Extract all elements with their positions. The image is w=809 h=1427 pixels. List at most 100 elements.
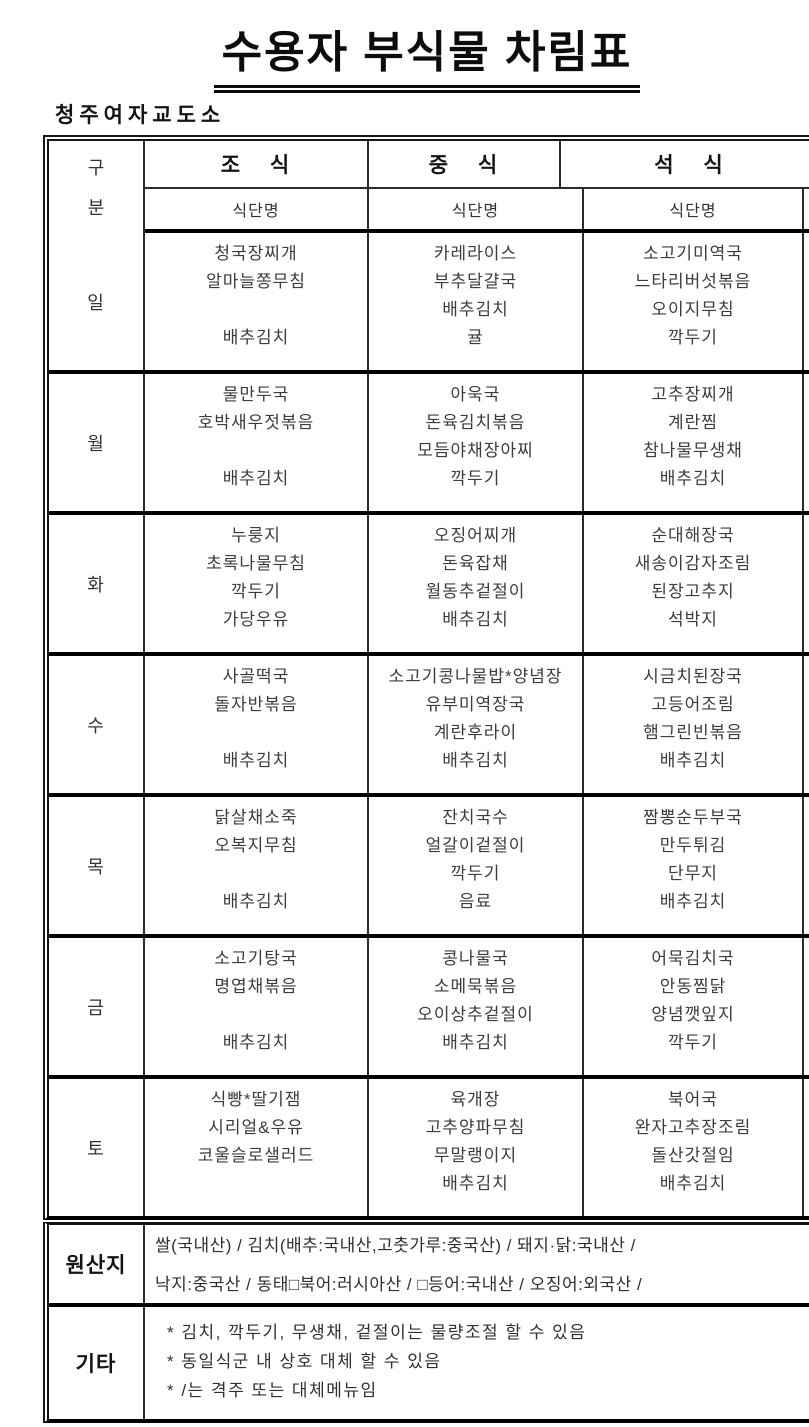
dinner-cell: 순대해장국 새송이감자조림 된장고추지 석박지 bbox=[584, 515, 804, 652]
day-label: 목 bbox=[49, 797, 145, 934]
menu-item: 모듬야채장아찌 bbox=[417, 441, 534, 460]
day-label: 화 bbox=[49, 515, 145, 652]
menu-item: 계란후라이 bbox=[433, 723, 518, 742]
etc-line: * 김치, 깍두기, 무생채, 겉절이는 물량조절 할 수 있음 bbox=[167, 1323, 587, 1342]
lunch-cell: 콩나물국 소메묵볶음 오이상추겉절이 배추김치 bbox=[369, 938, 584, 1075]
menu-item bbox=[145, 860, 367, 888]
etc-label: 기타 bbox=[49, 1307, 145, 1419]
menu-item: 소고기미역국 bbox=[643, 244, 743, 263]
menu-item: 북어국 bbox=[668, 1090, 718, 1109]
menu-item: 배추김치 bbox=[222, 892, 290, 911]
menu-item: 배추김치 bbox=[222, 328, 290, 347]
menu-item: 명엽채볶음 bbox=[214, 977, 298, 996]
menu-item: 고등어조림 bbox=[651, 695, 735, 714]
menu-item: 호박새우젓볶음 bbox=[197, 413, 315, 432]
menu-item: 사골떡국 bbox=[222, 667, 290, 686]
menu-item: 오이상추겉절이 bbox=[417, 1005, 534, 1024]
day-row: 수 사골떡국 돌자반볶음 배추김치 소고기콩나물밥*양념장 유부미역장국 계란후라이 배추… bbox=[49, 656, 809, 797]
menu-item: 월동추겉절이 bbox=[425, 582, 526, 601]
menu-item: 계란찜 bbox=[668, 413, 718, 432]
clipped-cell bbox=[804, 233, 809, 370]
breakfast-cell: 사골떡국 돌자반볶음 배추김치 bbox=[145, 656, 369, 793]
menu-item bbox=[145, 719, 367, 747]
menu-item: 시리얼&우유 bbox=[208, 1118, 304, 1137]
menu-name-header-dinner: 식단명 bbox=[584, 189, 804, 229]
footer-table: 원산지 쌀(국내산) / 김치(배추:국내산,고춧가루:중국산) / 돼지·닭:… bbox=[43, 1222, 809, 1423]
menu-item: 알마늘쫑무침 bbox=[206, 272, 306, 291]
clipped-cell bbox=[804, 515, 809, 652]
lunch-header: 중 식 bbox=[369, 141, 561, 187]
menu-item: 초록나물무침 bbox=[206, 554, 306, 573]
menu-item: 돈육잡채 bbox=[442, 554, 509, 573]
title-wrap: 수용자 부식물 차림표 bbox=[0, 16, 809, 93]
menu-item: 새송이감자조림 bbox=[634, 554, 752, 573]
dinner-cell: 어묵김치국 안동찜닭 양념깻잎지 깍두기 bbox=[584, 938, 804, 1075]
origin-line: 쌀(국내산) / 김치(배추:국내산,고춧가루:중국산) / 돼지·닭:국내산 … bbox=[155, 1236, 636, 1255]
day-label: 수 bbox=[49, 656, 145, 793]
day-row: 목 닭살채소죽 오복지무침 배추김치 잔치국수 얼갈이겉절이 깍두기 음료 짬뽕순두부국 만… bbox=[49, 797, 809, 938]
menu-item: 코울슬로샐러드 bbox=[197, 1146, 315, 1165]
menu-item: 깍두기 bbox=[450, 469, 501, 488]
menu-item: 석박지 bbox=[668, 610, 718, 629]
clipped-header-cell bbox=[804, 189, 809, 229]
menu-item: 고추장찌개 bbox=[651, 385, 735, 404]
menu-item: 카레라이스 bbox=[433, 244, 518, 263]
breakfast-cell: 물만두국 호박새우젓볶음 배추김치 bbox=[145, 374, 369, 511]
menu-item: 깍두기 bbox=[450, 864, 501, 883]
menu-item: 소고기콩나물밥*양념장 bbox=[388, 667, 563, 686]
division-top-label: 구 bbox=[87, 158, 105, 178]
clipped-cell bbox=[804, 656, 809, 793]
menu-item: 배추김치 bbox=[442, 1174, 509, 1193]
page-title: 수용자 부식물 차림표 bbox=[213, 16, 641, 93]
menu-item: 배추김치 bbox=[442, 1033, 509, 1052]
menu-item: 배추김치 bbox=[442, 751, 509, 770]
lunch-cell: 카레라이스 부추달걀국 배추김치 귤 bbox=[369, 233, 584, 370]
menu-item: 단무지 bbox=[668, 864, 718, 883]
origin-content: 쌀(국내산) / 김치(배추:국내산,고춧가루:중국산) / 돼지·닭:국내산 … bbox=[145, 1225, 809, 1303]
menu-item: 배추김치 bbox=[659, 1174, 727, 1193]
menu-item: 돈육김치볶음 bbox=[425, 413, 526, 432]
menu-name-row: 식단명 식단명 식단명 bbox=[145, 189, 809, 233]
menu-item: 완자고추장조림 bbox=[634, 1118, 752, 1137]
menu-item: 만두튀김 bbox=[659, 836, 727, 855]
breakfast-header: 조 식 bbox=[145, 141, 369, 187]
breakfast-cell: 누룽지 초록나물무침 깍두기 가당우유 bbox=[145, 515, 369, 652]
menu-item: 청국장찌개 bbox=[214, 244, 298, 263]
division-bottom-label: 분 bbox=[87, 198, 105, 218]
day-label: 토 bbox=[49, 1079, 145, 1216]
table-header: 구 분 조 식 중 식 석 식 식단명 식단명 식단명 bbox=[49, 141, 809, 233]
day-label: 일 bbox=[49, 233, 145, 370]
lunch-cell: 잔치국수 얼갈이겉절이 깍두기 음료 bbox=[369, 797, 584, 934]
lunch-cell: 소고기콩나물밥*양념장 유부미역장국 계란후라이 배추김치 bbox=[369, 656, 584, 793]
clipped-cell bbox=[804, 797, 809, 934]
menu-item: 느타리버섯볶음 bbox=[634, 272, 752, 291]
menu-item: 무말랭이지 bbox=[433, 1146, 518, 1165]
menu-item: 배추김치 bbox=[442, 610, 509, 629]
menu-item: 짬뽕순두부국 bbox=[643, 808, 743, 827]
etc-row: 기타 * 김치, 깍두기, 무생채, 겉절이는 물량조절 할 수 있음 * 동일식… bbox=[49, 1307, 809, 1419]
dinner-cell: 소고기미역국 느타리버섯볶음 오이지무침 깍두기 bbox=[584, 233, 804, 370]
clipped-cell bbox=[804, 1079, 809, 1216]
menu-item: 햄그린빈볶음 bbox=[643, 723, 743, 742]
menu-item: 참나물무생채 bbox=[643, 441, 743, 460]
menu-item: 얼갈이겉절이 bbox=[425, 836, 526, 855]
menu-item: 닭살채소죽 bbox=[214, 808, 298, 827]
menu-item: 누룽지 bbox=[231, 526, 281, 545]
lunch-cell: 육개장 고추양파무침 무말랭이지 배추김치 bbox=[369, 1079, 584, 1216]
menu-item: 가당우유 bbox=[222, 610, 290, 629]
menu-item: 깍두기 bbox=[668, 1033, 718, 1052]
menu-item: 부추달걀국 bbox=[433, 272, 518, 291]
menu-item: 돌산갓절임 bbox=[651, 1146, 735, 1165]
origin-label: 원산지 bbox=[49, 1225, 145, 1303]
menu-item: 아욱국 bbox=[450, 385, 501, 404]
day-row: 토 식빵*딸기잼 시리얼&우유 코울슬로샐러드 육개장 고추양파무침 무말랭이지 배추김치… bbox=[49, 1079, 809, 1216]
menu-item: 소고기탕국 bbox=[214, 949, 298, 968]
menu-item: 돌자반볶음 bbox=[214, 695, 298, 714]
lunch-cell: 오징어찌개 돈육잡채 월동추겉절이 배추김치 bbox=[369, 515, 584, 652]
dinner-cell: 시금치된장국 고등어조림 햄그린빈볶음 배추김치 bbox=[584, 656, 804, 793]
origin-line: 낙지:중국산 / 동태□북어:러시아산 / □등어:국내산 / 오징어:외국산 … bbox=[155, 1275, 643, 1294]
menu-item: 배추김치 bbox=[442, 300, 509, 319]
